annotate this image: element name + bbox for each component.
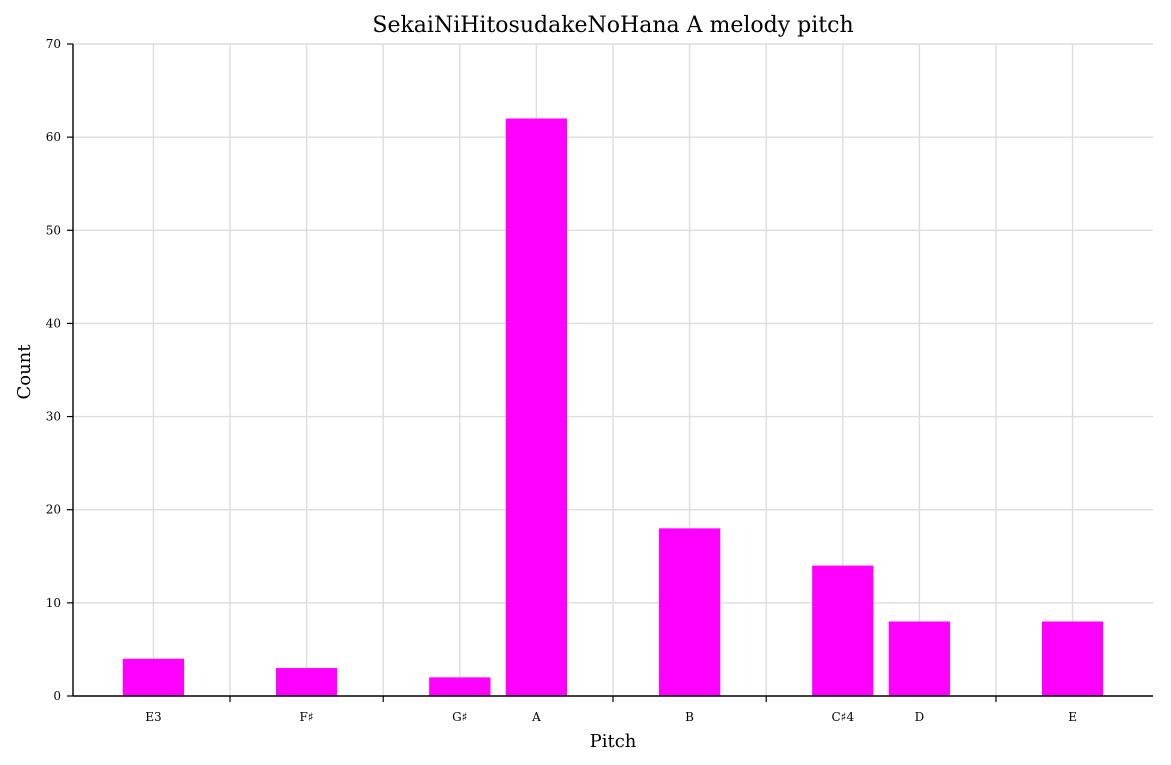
bar-C♯4 — [812, 565, 874, 696]
y-tick-label: 10 — [46, 596, 61, 610]
x-tick-label: A — [531, 710, 541, 724]
axes: 0 10 20 30 40 50 60 70 E3 F♯ G♯ A B C♯4 D E — [46, 37, 1153, 724]
x-tick-label: E3 — [145, 710, 161, 724]
y-tick-label: 70 — [46, 37, 61, 51]
y-axis-label: Count — [14, 344, 35, 400]
bar-D — [888, 621, 951, 696]
x-tick-label: B — [685, 710, 694, 724]
y-tick-label: 50 — [46, 223, 61, 237]
y-tick-label: 40 — [46, 316, 61, 330]
x-tick-label: F♯ — [300, 710, 314, 724]
bar-E — [1041, 621, 1104, 696]
y-tick-label: 0 — [53, 689, 61, 703]
y-tick-label: 30 — [46, 410, 61, 424]
x-axis-label: Pitch — [590, 731, 637, 752]
x-tick-label: D — [915, 710, 925, 724]
bar-E3 — [122, 658, 185, 696]
bar-G♯ — [429, 677, 491, 696]
x-tick-label: G♯ — [452, 710, 467, 724]
y-tick-label: 60 — [46, 130, 61, 144]
x-tick-label: C♯4 — [831, 710, 854, 724]
bar-A — [505, 118, 568, 696]
bar-B — [658, 528, 721, 696]
bars — [122, 118, 1104, 696]
x-tick-label: E — [1068, 710, 1077, 724]
y-tick-label: 20 — [46, 503, 61, 517]
chart-title: SekaiNiHitosudakeNoHana A melody pitch — [372, 13, 853, 38]
grid-lines — [73, 43, 1153, 696]
bar-F♯ — [275, 668, 338, 696]
